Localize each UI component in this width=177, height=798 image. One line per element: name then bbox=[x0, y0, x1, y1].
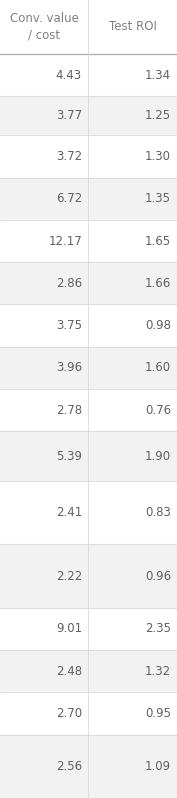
Text: 2.48: 2.48 bbox=[56, 665, 82, 678]
Bar bbox=[0, 136, 177, 178]
Text: Conv. value
/ cost: Conv. value / cost bbox=[10, 13, 78, 41]
Text: 0.83: 0.83 bbox=[145, 506, 171, 519]
Text: 3.75: 3.75 bbox=[56, 319, 82, 332]
Text: 2.70: 2.70 bbox=[56, 707, 82, 720]
Text: 2.78: 2.78 bbox=[56, 404, 82, 417]
Text: 2.56: 2.56 bbox=[56, 760, 82, 772]
Text: 2.22: 2.22 bbox=[56, 570, 82, 583]
Text: 2.35: 2.35 bbox=[145, 622, 171, 635]
Text: 3.77: 3.77 bbox=[56, 109, 82, 122]
Bar bbox=[0, 178, 177, 220]
Text: 1.32: 1.32 bbox=[145, 665, 171, 678]
Text: 1.34: 1.34 bbox=[145, 69, 171, 81]
Bar bbox=[0, 305, 177, 347]
Bar bbox=[0, 220, 177, 263]
Text: 9.01: 9.01 bbox=[56, 622, 82, 635]
Text: 1.60: 1.60 bbox=[145, 361, 171, 374]
Text: 3.72: 3.72 bbox=[56, 150, 82, 163]
Text: 0.96: 0.96 bbox=[145, 570, 171, 583]
Bar bbox=[0, 0, 177, 54]
Bar bbox=[0, 263, 177, 305]
Text: 0.76: 0.76 bbox=[145, 404, 171, 417]
Text: 5.39: 5.39 bbox=[56, 449, 82, 463]
Bar bbox=[0, 97, 177, 136]
Text: 1.66: 1.66 bbox=[145, 277, 171, 290]
Text: 1.90: 1.90 bbox=[145, 449, 171, 463]
Text: 6.72: 6.72 bbox=[56, 192, 82, 205]
Bar bbox=[0, 544, 177, 608]
Bar bbox=[0, 608, 177, 650]
Text: 1.25: 1.25 bbox=[145, 109, 171, 122]
Bar bbox=[0, 735, 177, 798]
Text: 0.95: 0.95 bbox=[145, 707, 171, 720]
Text: 2.86: 2.86 bbox=[56, 277, 82, 290]
Text: 3.96: 3.96 bbox=[56, 361, 82, 374]
Text: 1.65: 1.65 bbox=[145, 235, 171, 247]
Bar bbox=[0, 431, 177, 481]
Text: 1.09: 1.09 bbox=[145, 760, 171, 772]
Bar bbox=[0, 389, 177, 431]
Text: Test ROI: Test ROI bbox=[109, 21, 156, 34]
Text: 0.98: 0.98 bbox=[145, 319, 171, 332]
Bar bbox=[0, 347, 177, 389]
Text: 12.17: 12.17 bbox=[48, 235, 82, 247]
Bar bbox=[0, 693, 177, 735]
Text: 1.30: 1.30 bbox=[145, 150, 171, 163]
Text: 4.43: 4.43 bbox=[56, 69, 82, 81]
Bar bbox=[0, 54, 177, 97]
Text: 1.35: 1.35 bbox=[145, 192, 171, 205]
Bar bbox=[0, 650, 177, 693]
Text: 2.41: 2.41 bbox=[56, 506, 82, 519]
Bar bbox=[0, 481, 177, 544]
